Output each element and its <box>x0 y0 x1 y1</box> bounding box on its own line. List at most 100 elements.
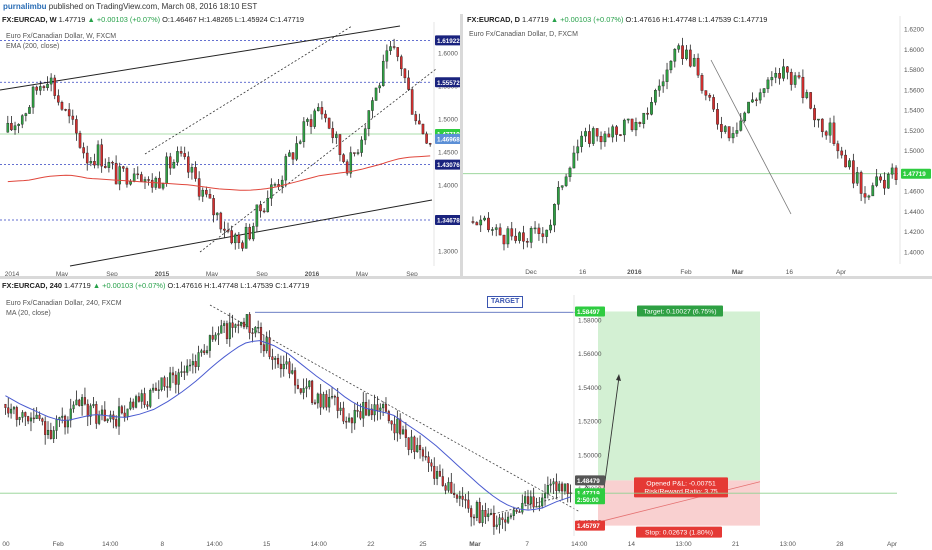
candle-body <box>444 485 447 491</box>
candle-body <box>208 194 212 199</box>
time-tick-label: 14:00 <box>311 541 328 548</box>
candle-body <box>622 119 626 136</box>
candle-body <box>111 161 114 164</box>
candle-body <box>75 119 78 134</box>
candle-body <box>338 134 342 155</box>
candle-body <box>285 361 288 365</box>
weekly-symbol: FX:EURCAD, W <box>2 15 57 24</box>
indicator-line <box>5 340 571 511</box>
candle-body <box>735 130 739 134</box>
price-tick-label: 1.5400 <box>904 108 924 115</box>
candle-body <box>879 176 882 181</box>
candle-body <box>549 483 552 486</box>
candle-body <box>805 92 809 98</box>
candle-body <box>350 417 353 424</box>
candle-body <box>646 112 649 115</box>
candle-body <box>490 229 494 231</box>
candle-body <box>677 45 681 50</box>
candle-body <box>529 496 532 505</box>
candle-body <box>248 226 251 240</box>
candle-body <box>723 126 727 132</box>
price-label-text: 1.47719 <box>903 171 926 178</box>
candle-body <box>611 126 615 138</box>
candle-body <box>146 404 149 407</box>
candle-body <box>421 449 424 457</box>
price-tick-label: 1.4500 <box>438 149 458 156</box>
candle-body <box>240 321 243 326</box>
candle-body <box>569 492 572 494</box>
candle-body <box>115 419 118 427</box>
candle-body <box>543 493 547 499</box>
candle-body <box>154 387 157 391</box>
candle-body <box>883 179 886 189</box>
candle-body <box>335 134 338 138</box>
candle-body <box>100 409 104 415</box>
price-label-box <box>435 159 460 170</box>
time-tick-label: Apr <box>887 541 898 548</box>
h4-chart-pane[interactable]: Target: 0.10027 (6.75%) Opened P&L: -0.00… <box>0 279 932 550</box>
candle-body <box>228 322 231 340</box>
candle-body <box>356 409 359 412</box>
candle-body <box>553 204 556 226</box>
candle-body <box>248 314 251 333</box>
candle-body <box>638 122 642 125</box>
candle-body <box>4 403 7 408</box>
candle-body <box>27 416 30 422</box>
candle-body <box>284 156 288 181</box>
time-tick-label: 16 <box>579 269 587 276</box>
candle-body <box>487 513 490 517</box>
vertical-divider[interactable] <box>460 14 463 278</box>
daily-ohlc: O:1.47616 H:1.47748 L:1.47539 C:1.47719 <box>625 15 768 24</box>
candle-body <box>848 160 851 168</box>
time-tick-label: 8 <box>161 541 165 548</box>
candle-body <box>132 401 135 408</box>
candle-body <box>479 219 483 226</box>
candle-body <box>295 143 298 160</box>
daily-chart-pane[interactable]: 1.6200 1.6000 1.5800 1.5600 1.5400 1.5200 1.50… <box>463 14 932 276</box>
weekly-chart-pane[interactable]: 1.60001.55001.50001.45001.40001.35001.30… <box>0 14 460 276</box>
candle-body <box>183 153 186 157</box>
candle-body <box>280 179 284 187</box>
candle-body <box>382 404 385 409</box>
candle-body <box>770 77 774 81</box>
candle-body <box>333 396 336 398</box>
price-label-text: 2:50:00 <box>577 497 599 504</box>
candle-body <box>266 198 270 213</box>
candle-body <box>118 166 122 185</box>
candle-body <box>367 110 371 129</box>
time-tick-label: 13:00 <box>675 541 692 548</box>
time-tick-label: 28 <box>836 541 844 548</box>
candle-body <box>93 161 96 166</box>
candle-body <box>367 408 370 416</box>
candle-body <box>859 172 863 194</box>
h4-instrument-name: Euro Fx/Canadian Dollar, 240, FXCM <box>6 300 122 307</box>
candle-body <box>688 49 692 67</box>
target-tag[interactable]: TARGET <box>487 296 524 308</box>
candle-body <box>265 337 268 352</box>
author-link[interactable]: purnalimbu <box>3 2 47 11</box>
candle-body <box>277 357 280 365</box>
candle-body <box>801 76 805 98</box>
horizontal-divider[interactable] <box>0 276 932 279</box>
candle-body <box>129 181 132 185</box>
h4-chart: Target: 0.10027 (6.75%) Opened P&L: -0.00… <box>0 295 898 548</box>
time-tick-label: May <box>56 271 69 276</box>
channel-dashed-upper <box>144 25 353 155</box>
candle-body <box>330 396 334 398</box>
candle-body <box>704 90 708 96</box>
candle-body <box>49 429 52 439</box>
time-tick-label: Sep <box>256 271 268 276</box>
price-label-box <box>435 35 460 46</box>
candle-body <box>349 152 353 174</box>
candle-body <box>316 393 319 404</box>
candle-body <box>401 429 405 435</box>
candle-body <box>179 151 183 154</box>
candle-body <box>214 334 217 340</box>
candle-body <box>840 150 844 156</box>
weekly-last: 1.47719 <box>58 15 86 24</box>
candle-body <box>576 146 580 154</box>
candle-body <box>187 156 190 173</box>
candle-body <box>49 77 53 85</box>
candle-body <box>356 152 360 154</box>
h4-symbol: FX:EURCAD, 240 <box>2 281 62 290</box>
